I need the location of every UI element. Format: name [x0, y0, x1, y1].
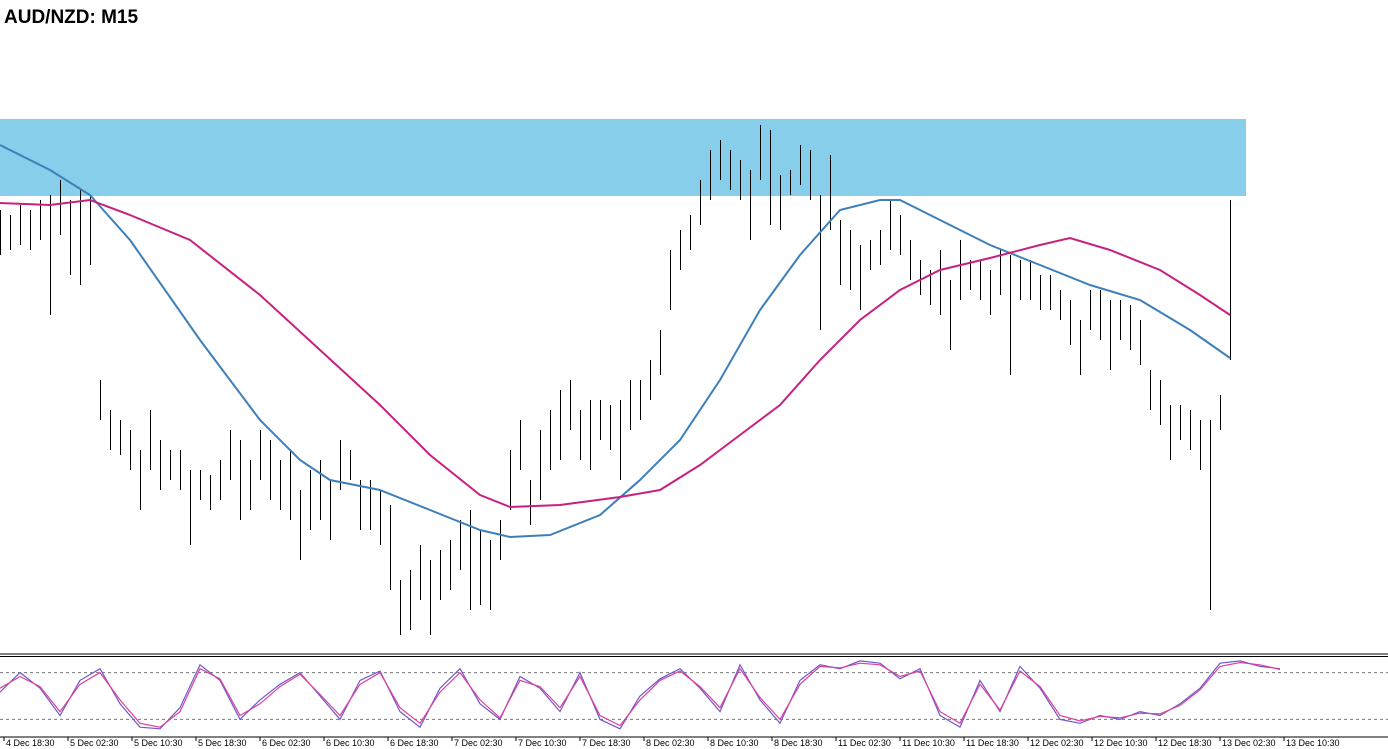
- x-tick-label: 13 Dec 02:30: [1222, 738, 1276, 748]
- chart-title: AUD/NZD: M15: [4, 7, 138, 28]
- x-tick-label: 12 Dec 10:30: [1094, 738, 1148, 748]
- x-tick-label: 6 Dec 18:30: [390, 738, 439, 748]
- x-tick-label: 8 Dec 02:30: [646, 738, 695, 748]
- x-tick-label: 11 Dec 18:30: [966, 738, 1019, 748]
- moving-average: [0, 144, 1231, 539]
- x-tick-label: 12 Dec 02:30: [1030, 738, 1084, 748]
- x-tick-label: 7 Dec 10:30: [518, 738, 567, 748]
- x-tick-label: 7 Dec 18:30: [582, 738, 631, 748]
- x-tick-label: 6 Dec 02:30: [262, 738, 311, 748]
- x-tick-label: 12 Dec 18:30: [1158, 738, 1212, 748]
- x-tick-label: 5 Dec 18:30: [198, 738, 247, 748]
- x-tick-label: 8 Dec 18:30: [774, 738, 823, 748]
- x-tick-label: 6 Dec 10:30: [326, 738, 375, 748]
- x-tick-label: 11 Dec 02:30: [838, 738, 891, 748]
- oscillator-line: [0, 661, 1281, 728]
- x-tick-label: 11 Dec 10:30: [902, 738, 955, 748]
- x-tick-label: 8 Dec 10:30: [710, 738, 759, 748]
- x-tick-label: 7 Dec 02:30: [454, 738, 503, 748]
- x-tick-label: 13 Dec 10:30: [1286, 738, 1340, 748]
- x-tick-label: 5 Dec 10:30: [134, 738, 183, 748]
- x-tick-label: 4 Dec 18:30: [6, 738, 55, 748]
- x-tick-label: 5 Dec 02:30: [70, 738, 119, 748]
- resistance-zone: [0, 119, 1246, 196]
- moving-average: [0, 198, 1231, 509]
